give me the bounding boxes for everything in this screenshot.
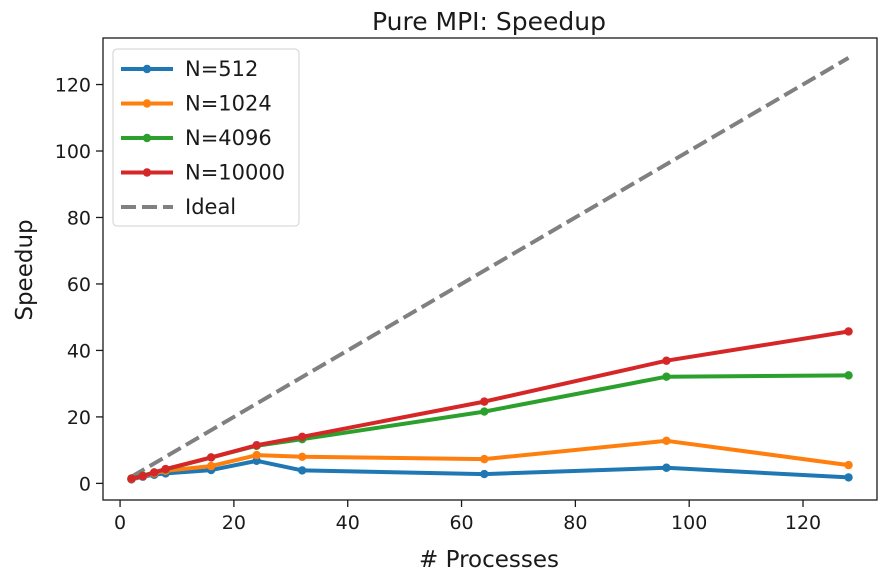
data-point bbox=[161, 464, 170, 474]
x-tick-label: 100 bbox=[671, 512, 707, 534]
y-tick-label: 100 bbox=[55, 141, 91, 163]
x-tick-label: 20 bbox=[222, 512, 246, 534]
data-point bbox=[844, 371, 853, 380]
y-axis-label: Speedup bbox=[12, 219, 38, 320]
data-point bbox=[206, 453, 216, 462]
series-line-ideal bbox=[130, 56, 850, 479]
legend-swatch-marker bbox=[142, 168, 152, 177]
x-tick-label: 40 bbox=[336, 512, 360, 534]
data-point bbox=[127, 474, 136, 483]
data-point bbox=[662, 356, 671, 365]
plot-area bbox=[127, 56, 853, 484]
axes-frame bbox=[102, 37, 878, 501]
data-point bbox=[844, 473, 853, 482]
legend: N=512 N=1024 N=4096 N=10000 Ideal bbox=[112, 48, 300, 227]
legend-swatch-marker bbox=[142, 64, 152, 74]
data-point bbox=[480, 454, 489, 464]
legend-swatch-marker bbox=[142, 99, 152, 108]
series-line-n-10000 bbox=[131, 329, 849, 481]
data-point bbox=[480, 469, 489, 479]
data-point bbox=[252, 440, 261, 450]
data-point bbox=[150, 468, 159, 477]
data-point bbox=[297, 432, 307, 442]
y-tick-label: 80 bbox=[67, 207, 91, 229]
data-point bbox=[844, 327, 853, 336]
x-axis-label: # Processes bbox=[419, 547, 559, 573]
legend-entry-label: N=10000 bbox=[185, 161, 285, 185]
data-point bbox=[662, 372, 671, 381]
legend-entry-label: N=1024 bbox=[185, 92, 272, 116]
y-tick-label: 20 bbox=[67, 407, 91, 429]
legend-box bbox=[112, 48, 300, 227]
y-tick-label: 0 bbox=[79, 473, 91, 495]
y-tick-label: 120 bbox=[55, 75, 91, 97]
x-tick-label: 120 bbox=[785, 512, 821, 534]
legend-entry-label: N=4096 bbox=[185, 126, 272, 150]
y-tick-label: 40 bbox=[67, 340, 91, 362]
data-point bbox=[662, 463, 671, 472]
x-tick-label: 80 bbox=[563, 512, 587, 534]
x-tick-label: 0 bbox=[114, 512, 126, 534]
data-point bbox=[844, 460, 853, 470]
data-point bbox=[138, 471, 148, 481]
data-point bbox=[297, 466, 307, 475]
data-point bbox=[206, 461, 216, 471]
x-tick-label: 60 bbox=[449, 512, 473, 534]
series-line-n-512 bbox=[131, 458, 849, 482]
legend-swatch-marker bbox=[142, 133, 152, 143]
data-point bbox=[662, 436, 671, 446]
axes: 0 20 40 60 80 100 120 0 20 40 60 80 100 120 bbox=[55, 37, 878, 534]
data-point bbox=[480, 407, 489, 416]
legend-entry-label: N=512 bbox=[185, 57, 258, 81]
y-tick-label: 60 bbox=[67, 274, 91, 296]
data-point bbox=[297, 452, 307, 461]
data-point bbox=[252, 450, 261, 460]
chart-title: Pure MPI: Speedup bbox=[372, 7, 606, 36]
legend-entry-label: Ideal bbox=[185, 195, 236, 219]
data-point bbox=[480, 397, 489, 406]
